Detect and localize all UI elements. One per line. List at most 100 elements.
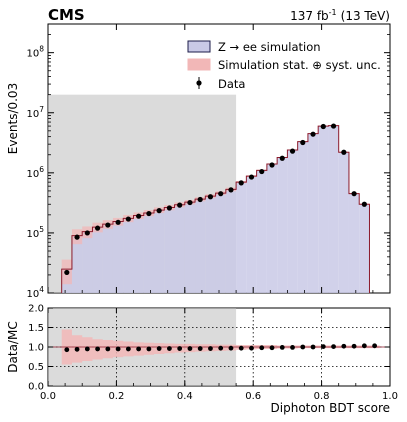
data-point [300,139,306,146]
data-point [289,148,296,154]
simulation-bar [133,215,144,293]
x-tick-label: 0.8 [314,391,330,402]
data-point [218,191,224,197]
ratio-point [290,344,295,350]
data-point [64,269,70,276]
x-tick-label: 1.0 [382,391,398,402]
simulation-bar [215,193,226,293]
ratio-plot-layers [48,308,390,386]
ratio-point [259,345,265,351]
main-y-tick-base: 10 [26,49,39,60]
data-point [259,168,265,175]
ratio-panel: 0.0 0.5 1.0 1.5 2.0 0.0 0.2 0.4 0.6 0.8 1.0 Data/M… [6,304,398,416]
data-point [320,123,326,130]
main-y-tick-label: 105 [26,225,44,240]
ratio-y-tick-label: 0.5 [28,362,44,373]
main-y-axis-label: Events/0.03 [6,83,20,154]
simulation-bar [143,212,155,293]
main-y-tick-base: 10 [26,229,39,240]
ratio-point [95,346,100,352]
simulation-bar [154,210,165,293]
simulation-bar [287,149,298,293]
legend-simulation-label: Z → ee simulation [218,40,321,54]
main-y-tick-exponent: 7 [39,105,44,114]
main-y-tick-exponent: 4 [39,285,44,294]
data-point [146,210,152,217]
simulation-bar [205,196,216,293]
ratio-point [64,347,70,353]
data-point [238,180,244,186]
ratio-point [167,346,172,351]
legend-data-dot [196,80,202,86]
x-tick-label: 0.6 [245,391,261,402]
ratio-point [279,344,285,350]
x-tick-label: 0.2 [108,391,124,402]
data-point [330,123,337,129]
simulation-bar [225,189,237,293]
ratio-point [361,343,367,349]
data-point [351,191,357,197]
data-point [84,230,90,236]
data-point [125,216,131,222]
ratio-point [177,346,183,351]
data-point [177,202,183,208]
simulation-bar [71,235,83,293]
lumi-value: 137 fb [290,9,329,23]
x-tick-label: 0.4 [177,391,193,402]
data-point [310,131,316,137]
data-point [115,219,121,225]
legend: Z → ee simulation Simulation stat. ⊕ sys… [187,40,381,91]
lumi-label: 137 fb-1 (13 TeV) [290,8,390,23]
simulation-bar [318,126,329,293]
simulation-bar [82,231,93,293]
ratio-y-tick-label: 1.5 [28,323,44,334]
main-y-tick-base: 10 [26,169,39,180]
simulation-bar [123,218,134,293]
main-y-tick-label: 108 [26,45,44,60]
ratio-point [197,346,203,351]
main-plot-layers [48,94,370,293]
ratio-y-tick-label: 1.0 [28,343,44,354]
data-point [136,213,142,219]
simulation-bar [338,152,349,293]
simulation-bar [256,170,267,293]
data-point [207,194,214,200]
data-point [341,149,347,155]
simulation-bar [277,157,288,293]
ratio-point [218,345,224,351]
ratio-point [351,343,357,349]
ratio-point [105,346,111,352]
ratio-point [136,346,142,352]
data-point [156,208,162,214]
x-axis-label: Diphoton BDT score [271,401,390,415]
main-y-tick-label: 107 [26,105,44,120]
ratio-point [187,346,193,351]
ratio-point [341,343,347,349]
experiment-label: CMS [48,6,85,24]
ratio-point [331,344,336,350]
ratio-point [156,346,162,351]
ratio-point [125,346,131,352]
main-y-tick-base: 10 [26,289,39,300]
ratio-point [228,345,234,351]
ratio-point [249,345,254,351]
ratio-point [300,344,306,350]
ratio-point [372,343,378,349]
simulation-bar [102,224,113,293]
main-y-tick-base: 10 [26,109,39,120]
simulation-bar [266,164,278,293]
data-point [248,174,255,180]
ratio-point [208,346,213,351]
data-point [269,162,275,168]
main-y-tick-exponent: 5 [39,225,44,234]
legend-uncertainty-swatch [187,58,211,71]
simulation-bar [297,141,308,293]
data-point [197,196,203,203]
energy-label: (13 TeV) [341,9,390,23]
main-y-tick-label: 106 [26,165,44,180]
data-point [279,155,285,161]
simulation-bar [246,176,257,293]
